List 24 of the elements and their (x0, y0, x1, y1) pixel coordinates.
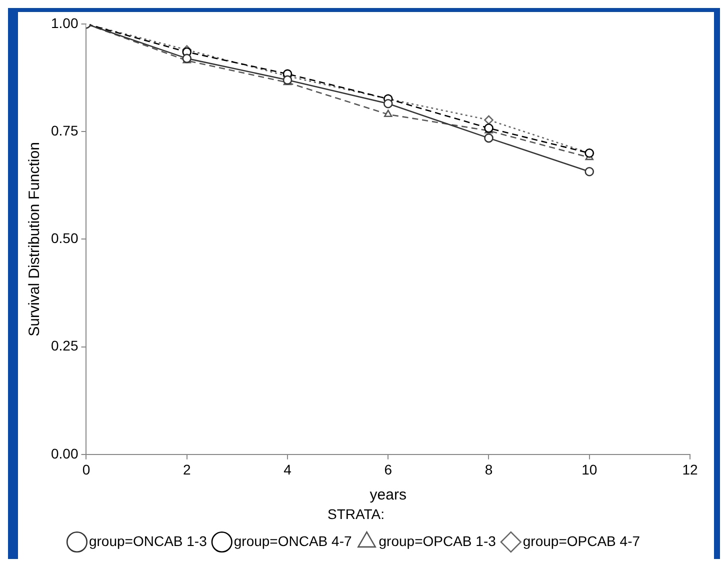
point (584, 166, 594, 176)
legend-label: group=ONCAB 1-3 (88, 532, 208, 549)
y-tick-label: 0.75 (51, 122, 78, 138)
x-tick-label: 6 (384, 462, 392, 478)
point (484, 115, 494, 125)
x-axis-title: years (370, 486, 406, 504)
x-tick-label: 8 (484, 462, 493, 478)
x-tick-label: 0 (82, 462, 90, 478)
legend-label: group=ONCAB 4-7 (234, 532, 352, 549)
y-tick-label: 0.25 (51, 338, 78, 354)
point (384, 110, 392, 118)
y-axis-title: Survival Distribution Function (26, 142, 44, 336)
x-tick-label: 4 (284, 462, 292, 478)
legend-title: STRATA: (327, 506, 385, 522)
y-tick-label: 1.00 (51, 14, 78, 31)
point (383, 98, 393, 108)
point (484, 133, 494, 143)
legend-label: group=OPCAB 4-7 (522, 532, 640, 549)
y-tick-label: 0.00 (51, 445, 78, 462)
legend-label: group=OPCAB 1-3 (378, 532, 496, 549)
x-tick-label: 2 (182, 462, 191, 478)
y-tick-label: 0.50 (51, 230, 78, 246)
x-tick-label: 10 (582, 462, 598, 478)
x-tick-label: 12 (682, 462, 698, 478)
